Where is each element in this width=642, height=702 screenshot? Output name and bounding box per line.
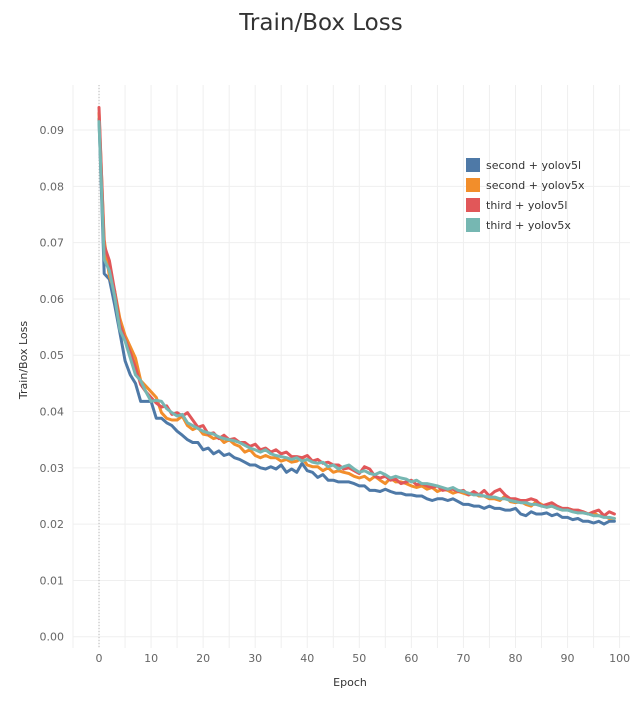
y-tick-label: 0.08 [40,180,65,193]
x-tick-label: 20 [196,652,210,665]
series-line-second-yolov5x [97,111,616,520]
x-tick-labels: 0 10 20 30 40 50 60 70 80 90 100 [96,652,631,665]
x-tick-label: 10 [144,652,158,665]
x-tick-label: 30 [248,652,262,665]
y-tick-label: 0.01 [40,574,65,587]
x-tick-label: 90 [561,652,575,665]
x-tick-label: 60 [404,652,418,665]
x-axis-label: Epoch [333,676,367,689]
series-line-second-yolov5l [97,117,616,526]
legend-swatch [466,178,480,192]
y-axis-label: Train/Box Loss [17,321,30,400]
y-tick-label: 0.03 [40,462,65,475]
series-line-third-yolov5x [97,120,616,520]
legend-label: second + yolov5x [486,179,585,192]
legend-label: third + yolov5l [486,199,567,212]
series-layer [97,106,616,526]
y-tick-label: 0.02 [40,518,65,531]
y-tick-label: 0.04 [40,406,65,419]
legend-swatch [466,158,480,172]
x-tick-label: 50 [352,652,366,665]
y-tick-label: 0.07 [40,237,65,250]
legend-swatch [466,218,480,232]
legend-swatch [466,198,480,212]
y-tick-labels: 0.00 0.01 0.02 0.03 0.04 0.05 0.06 0.07 0.08 0.09 [40,124,65,644]
y-tick-label: 0.05 [40,349,65,362]
legend-label: third + yolov5x [486,219,571,232]
x-tick-label: 70 [456,652,470,665]
legend: second + yolov5l second + yolov5x third + … [466,158,585,232]
x-tick-label: 40 [300,652,314,665]
x-tick-label: 0 [96,652,103,665]
y-tick-label: 0.00 [40,631,65,644]
x-tick-label: 100 [609,652,630,665]
chart-title: Train/Box Loss [239,10,403,36]
legend-label: second + yolov5l [486,159,581,172]
y-tick-label: 0.06 [40,293,65,306]
x-tick-label: 80 [508,652,522,665]
y-tick-label: 0.09 [40,124,65,137]
grid-layer [72,85,630,648]
